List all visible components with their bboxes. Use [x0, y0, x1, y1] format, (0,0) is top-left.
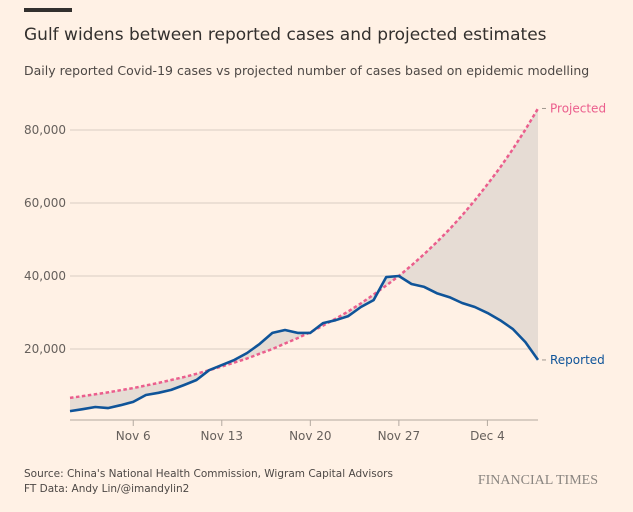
y-tick-label: 80,000	[24, 123, 66, 137]
x-axis: Nov 6 Nov 13 Nov 20 Nov 27 Dec 4	[70, 419, 538, 443]
projected-line	[69, 107, 540, 400]
series-labels: Projected Reported	[542, 101, 606, 367]
y-tick-label: 60,000	[24, 196, 66, 210]
reported-line	[69, 274, 540, 413]
x-tick-label: Nov 13	[201, 429, 244, 443]
y-tick-label: 20,000	[24, 342, 66, 356]
chart-subtitle: Daily reported Covid-19 cases vs project…	[24, 63, 589, 78]
x-tick-label: Dec 4	[470, 429, 505, 443]
reported-label: Reported	[550, 353, 605, 367]
gap-area	[70, 108, 538, 412]
title-accent-bar	[24, 8, 72, 12]
x-tick-label: Nov 27	[378, 429, 421, 443]
series-lines	[69, 107, 540, 413]
chart-title: Gulf widens between reported cases and p…	[24, 25, 547, 45]
x-tick-label: Nov 6	[116, 429, 151, 443]
y-axis: 20,000 40,000 60,000 80,000	[24, 123, 66, 356]
credit-note: FT Data: Andy Lin/@imandylin2	[24, 483, 189, 495]
projected-label: Projected	[550, 101, 606, 115]
x-tick-label: Nov 20	[289, 429, 332, 443]
y-tick-label: 40,000	[24, 269, 66, 283]
ft-logo: FINANCIAL TIMES	[478, 473, 598, 488]
source-note: Source: China's National Health Commissi…	[24, 468, 393, 480]
